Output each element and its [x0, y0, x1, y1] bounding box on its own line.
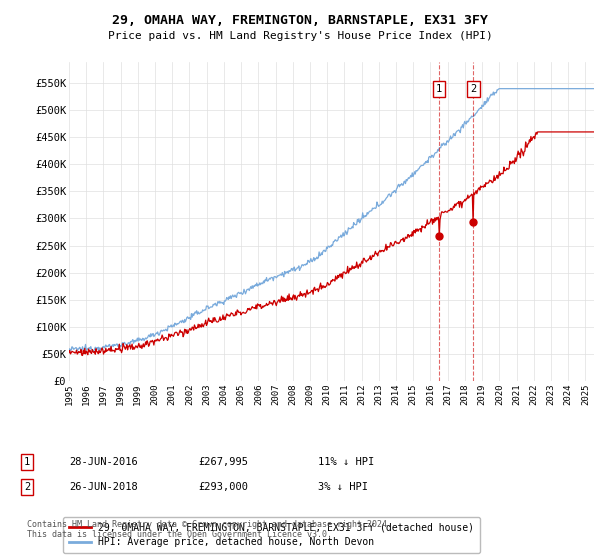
Text: Price paid vs. HM Land Registry's House Price Index (HPI): Price paid vs. HM Land Registry's House …: [107, 31, 493, 41]
Text: 29, OMAHA WAY, FREMINGTON, BARNSTAPLE, EX31 3FY: 29, OMAHA WAY, FREMINGTON, BARNSTAPLE, E…: [112, 14, 488, 27]
Text: 3% ↓ HPI: 3% ↓ HPI: [318, 482, 368, 492]
Text: 2: 2: [470, 83, 476, 94]
Text: 1: 1: [436, 83, 442, 94]
Text: Contains HM Land Registry data © Crown copyright and database right 2024.
This d: Contains HM Land Registry data © Crown c…: [27, 520, 392, 539]
Text: 1: 1: [24, 457, 30, 467]
Text: 2: 2: [24, 482, 30, 492]
Text: 11% ↓ HPI: 11% ↓ HPI: [318, 457, 374, 467]
Text: 28-JUN-2016: 28-JUN-2016: [69, 457, 138, 467]
Text: £293,000: £293,000: [198, 482, 248, 492]
Text: £267,995: £267,995: [198, 457, 248, 467]
Legend: 29, OMAHA WAY, FREMINGTON, BARNSTAPLE, EX31 3FY (detached house), HPI: Average p: 29, OMAHA WAY, FREMINGTON, BARNSTAPLE, E…: [64, 516, 480, 553]
Text: 26-JUN-2018: 26-JUN-2018: [69, 482, 138, 492]
